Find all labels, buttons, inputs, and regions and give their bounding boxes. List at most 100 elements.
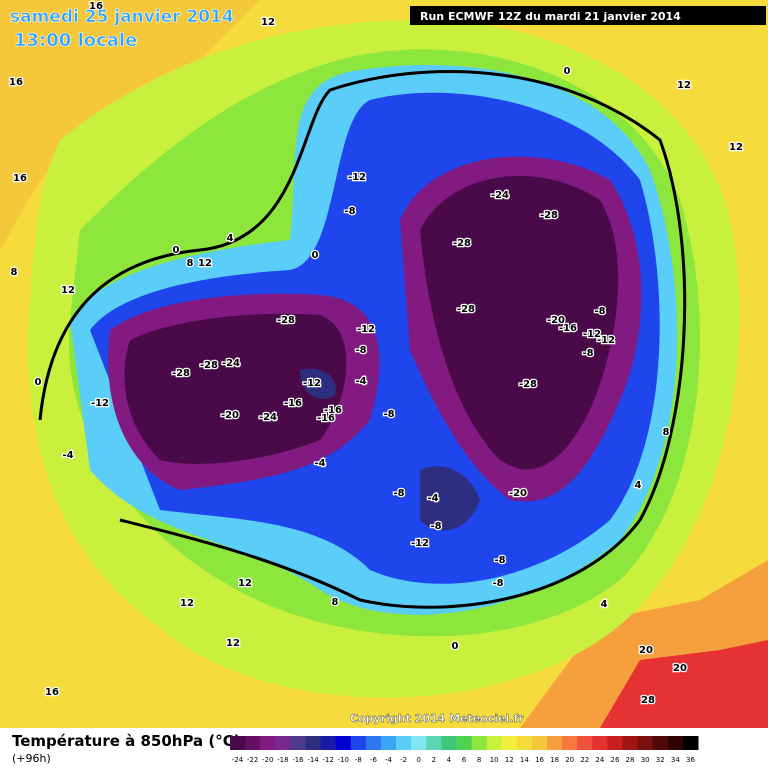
map-label: -20 (509, 488, 527, 499)
map-label: -8 (344, 206, 355, 217)
map-label: -20 (547, 315, 565, 326)
legend-swatch (562, 736, 578, 750)
legend-swatch (320, 736, 337, 750)
legend-label: 12 (505, 756, 514, 764)
map-label: 12 (226, 638, 240, 649)
map-label: -28 (457, 304, 475, 315)
legend-swatch (637, 736, 654, 750)
warm-region (600, 640, 768, 728)
legend-label: 8 (477, 756, 481, 764)
map-label: -12 (411, 538, 429, 549)
map-label: 8 (11, 267, 18, 278)
map-label: -28 (519, 379, 537, 390)
map-label: 16 (13, 173, 27, 184)
legend-swatch (441, 736, 457, 750)
cold-pocket (300, 368, 480, 531)
legend-swatch (350, 736, 367, 750)
map-time: 13:00 locale (14, 30, 137, 51)
map-label: -28 (277, 315, 295, 326)
map-label: 0 (312, 250, 319, 261)
legend-swatch (547, 736, 563, 750)
legend-label: 14 (520, 756, 529, 764)
legend-label: 4 (447, 756, 452, 764)
legend-swatch (426, 736, 442, 750)
legend-swatch (260, 736, 276, 750)
map-label: 8 (663, 427, 670, 438)
map-label: -8 (430, 521, 441, 532)
frigid-core (124, 313, 347, 464)
map-label: -8 (582, 348, 593, 359)
map-label: 12 (677, 80, 691, 91)
legend-label: -8 (355, 756, 362, 764)
legend-swatch (592, 736, 608, 750)
legend-label: -2 (400, 756, 407, 764)
legend-swatch (531, 736, 548, 750)
map-label: -16 (324, 405, 342, 416)
legend-swatch (516, 736, 533, 750)
legend-label: 10 (490, 756, 499, 764)
map-label: 8 (332, 597, 339, 608)
frigid-core (420, 176, 619, 470)
map-label: -16 (284, 398, 302, 409)
legend-swatch (411, 736, 427, 750)
map-date: samedi 25 janvier 2014 (10, 7, 234, 27)
map-label: -8 (393, 488, 404, 499)
legend-label: -14 (307, 756, 319, 764)
map-label: -12 (91, 398, 109, 409)
map-label: 12 (729, 142, 743, 153)
legend-swatch (471, 736, 488, 750)
legend-label: 28 (626, 756, 635, 764)
zero-isotherm (38, 70, 687, 609)
map-label: -8 (492, 578, 503, 589)
run-label: Run ECMWF 12Z du mardi 21 janvier 2014 (420, 10, 681, 23)
map-label: -24 (491, 190, 509, 201)
map-label: -24 (259, 412, 277, 423)
map-label: -4 (427, 493, 438, 504)
legend-label: -16 (292, 756, 304, 764)
map-label: -16 (559, 323, 577, 334)
footer-title: Température à 850hPa (°C) (12, 732, 241, 750)
map-label: -16 (317, 413, 335, 424)
map-label: -12 (357, 324, 375, 335)
copyright: Copyright 2014 Meteociel.fr (350, 712, 524, 725)
legend-swatch (456, 736, 473, 750)
legend-label: 16 (535, 756, 544, 764)
legend-label: 24 (595, 756, 604, 764)
map-label: -8 (383, 409, 394, 420)
legend-label: 22 (580, 756, 589, 764)
legend-label: -20 (262, 756, 273, 764)
legend-swatch (245, 736, 261, 750)
legend-label: 18 (550, 756, 559, 764)
legend-swatch (667, 736, 684, 750)
map-label: 0 (173, 245, 180, 256)
legend-swatch (305, 736, 322, 750)
legend-label: 36 (686, 756, 695, 764)
map-label: -12 (303, 378, 321, 389)
legend-swatch (607, 736, 624, 750)
legend-swatch (230, 736, 246, 750)
legend-label: 26 (611, 756, 620, 764)
map-label: -8 (594, 306, 605, 317)
legend: -24 -22 -20 -18 -16 -14 -12 -10 -8 -6 -4 -2 0 2 4 6 8 10 1… (230, 736, 699, 764)
map-label: -8 (494, 555, 505, 566)
legend-label: 34 (671, 756, 680, 764)
map-label: 8 (187, 258, 194, 269)
map-label: -28 (172, 368, 190, 379)
legend-label: -10 (338, 756, 349, 764)
map-label: -28 (540, 210, 558, 221)
map-label: 4 (227, 233, 234, 244)
legend-swatch (622, 736, 639, 750)
map-label: 4 (635, 480, 642, 491)
legend-swatch (396, 736, 412, 750)
map-label: 12 (61, 285, 75, 296)
map-label: 20 (673, 663, 687, 674)
map-label: 16 (45, 687, 59, 698)
legend-label: -6 (370, 756, 378, 764)
map-label: 0 (452, 641, 459, 652)
map-label: -20 (221, 410, 239, 421)
legend-label: 0 (416, 756, 420, 764)
map-label: -4 (62, 450, 73, 461)
legend-label: 30 (641, 756, 650, 764)
legend-label: -4 (385, 756, 393, 764)
